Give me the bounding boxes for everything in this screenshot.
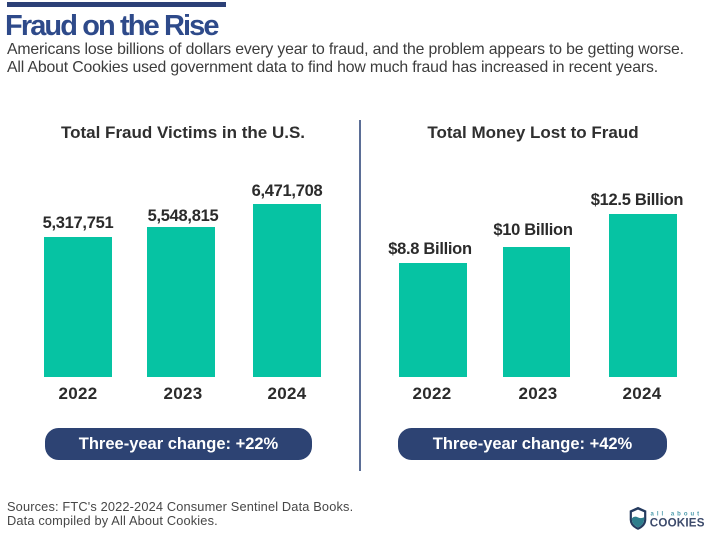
svg-text:COOKIES: COOKIES: [650, 517, 705, 530]
svg-text:all about: all about: [651, 511, 703, 517]
